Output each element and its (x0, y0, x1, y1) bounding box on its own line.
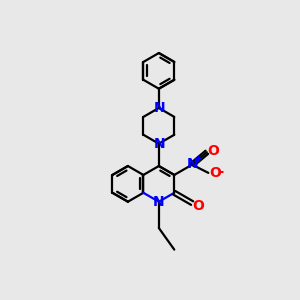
Text: N: N (154, 101, 165, 115)
Text: O: O (192, 199, 204, 213)
Text: -: - (218, 164, 224, 179)
Text: O: O (207, 144, 219, 158)
Text: +: + (194, 154, 203, 164)
Text: N: N (153, 195, 165, 209)
Text: O: O (209, 167, 221, 181)
Text: N: N (186, 157, 198, 171)
Text: N: N (154, 137, 165, 151)
